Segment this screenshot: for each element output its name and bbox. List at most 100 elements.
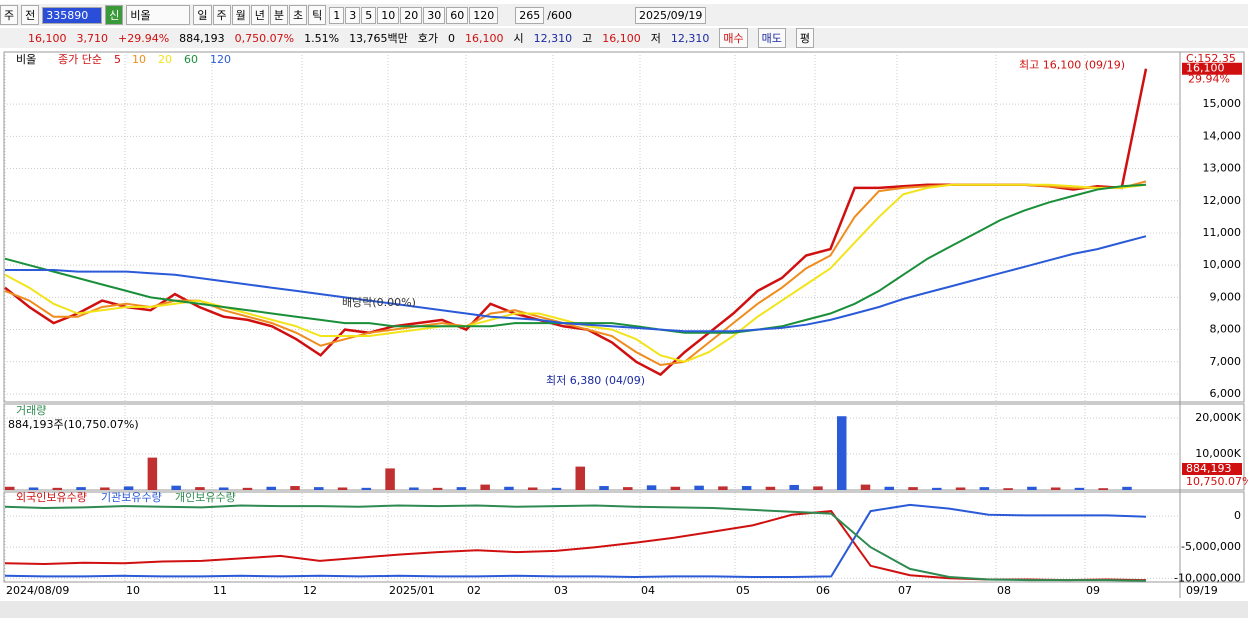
volume-bar (432, 487, 443, 490)
y-tick-label: 15,000 (1203, 97, 1242, 110)
hoga: 0 (448, 31, 456, 45)
volume-bar (741, 486, 752, 490)
high-label: 고 (582, 32, 593, 45)
count[interactable]: 3 (345, 6, 361, 24)
volume-bar (123, 486, 134, 490)
y-tick-label: -5,000,000 (1181, 540, 1241, 553)
period[interactable]: 분 (269, 5, 288, 25)
series-line (4, 503, 1147, 579)
volume-bar (623, 487, 633, 490)
volume-bar (28, 487, 39, 490)
volume-bar (337, 487, 348, 490)
series-line (4, 510, 1147, 582)
volume-bar (314, 487, 324, 490)
volume-bar (575, 466, 586, 490)
period[interactable]: 주 (212, 5, 231, 25)
hoga-price: 16,100 (465, 31, 504, 45)
volume-bar (1003, 488, 1013, 490)
buy[interactable]: 매수 (719, 28, 748, 48)
volume-bar (694, 485, 704, 490)
series-line (4, 183, 1147, 334)
count[interactable]: 5 (361, 6, 377, 24)
period[interactable]: 틱 (308, 5, 327, 25)
high: 16,100 (602, 31, 641, 45)
mode[interactable]: 전 (21, 5, 40, 25)
code[interactable]: 335890 (42, 6, 103, 24)
volume-bar (979, 487, 990, 490)
date-label: 02 (467, 584, 481, 597)
open-label: 시 (513, 32, 524, 45)
volume-bar (52, 487, 63, 490)
series-line (5, 235, 1147, 333)
volume-bar (290, 486, 300, 490)
y-tick-label: 11,000 (1203, 226, 1242, 239)
period[interactable]: 월 (231, 5, 250, 25)
scrollbar[interactable] (0, 601, 1248, 618)
volume-bar (884, 486, 895, 490)
y-tick-label: 13,000 (1203, 162, 1242, 175)
y-tick-label: 8,000 (1210, 323, 1242, 336)
volume-bar (718, 486, 728, 490)
stock-name[interactable]: 비올 (126, 5, 191, 25)
low-annotation: 최저 6,380 (04/09) (546, 374, 645, 387)
max-bars: /600 (547, 8, 572, 22)
last-volume-rate: 10,750.07% (1186, 475, 1248, 488)
volume-bar (932, 487, 942, 490)
volume-bar (670, 486, 681, 490)
volume-bar (456, 487, 467, 490)
volume-bar (76, 487, 86, 490)
volume-bar (100, 487, 110, 490)
count[interactable]: 1 (329, 6, 345, 24)
volume-bar (385, 468, 395, 490)
date-label: 2024/08/09 (6, 584, 69, 597)
count[interactable]: 120 (469, 6, 499, 24)
period[interactable]: 년 (250, 5, 269, 25)
volume-bar (1050, 487, 1061, 490)
sell[interactable]: 매도 (757, 28, 786, 48)
y-tick-label: 7,000 (1210, 355, 1242, 368)
count[interactable]: 30 (423, 6, 446, 24)
low-label: 저 (650, 32, 661, 45)
volume-bar (361, 487, 372, 490)
date-label: 12 (303, 584, 317, 597)
date[interactable]: 2025/09/19 (634, 6, 707, 24)
count[interactable]: 60 (446, 6, 469, 24)
investor-legend: 개인보유수량 (175, 491, 236, 504)
period[interactable]: 초 (289, 5, 308, 25)
quote-bar: 16,100 3,710 +29.94% 884,193 0,750.07% 1… (0, 28, 1248, 48)
volume-bar (599, 486, 609, 490)
volume-bar (860, 484, 871, 490)
volume-bar (551, 487, 562, 490)
bars[interactable]: 265 (515, 6, 545, 24)
series-line (4, 68, 1148, 377)
legend-item: 5 (114, 53, 121, 66)
avg[interactable]: 평 (795, 28, 815, 48)
series-line (4, 180, 1147, 367)
investor-legend: 외국인보유수량 (16, 491, 87, 504)
volume-bar (147, 457, 158, 490)
date-label: 07 (898, 584, 912, 597)
y-tick-label: -10,000,000 (1174, 571, 1241, 584)
market[interactable]: 주 (0, 5, 19, 25)
panel (3, 491, 1245, 583)
count[interactable]: 20 (400, 6, 423, 24)
counts: 1 3 5 10 20 30 60 120 (329, 6, 499, 24)
price: 16,100 (28, 31, 67, 45)
rate: +29.94% (118, 31, 170, 45)
current-price: 16,100 (1186, 62, 1225, 75)
y-tick-label: 12,000 (1203, 194, 1242, 207)
investor-legend: 기관보유수량 (101, 491, 162, 504)
date-label: 08 (997, 584, 1011, 597)
chart: 2024/08/09 10 11 12 2025/01 02 03 04 05 06 07 08 09 0… (3, 51, 1248, 598)
low: 12,310 (670, 31, 710, 45)
volume-bar (171, 485, 181, 490)
period[interactable]: 일 (193, 5, 212, 25)
legend-name: 비올 (16, 53, 36, 66)
count[interactable]: 10 (377, 6, 400, 24)
open: 12,310 (533, 31, 573, 45)
y-tick-label: 20,000K (1195, 411, 1241, 424)
legend-item: 60 (184, 53, 198, 66)
